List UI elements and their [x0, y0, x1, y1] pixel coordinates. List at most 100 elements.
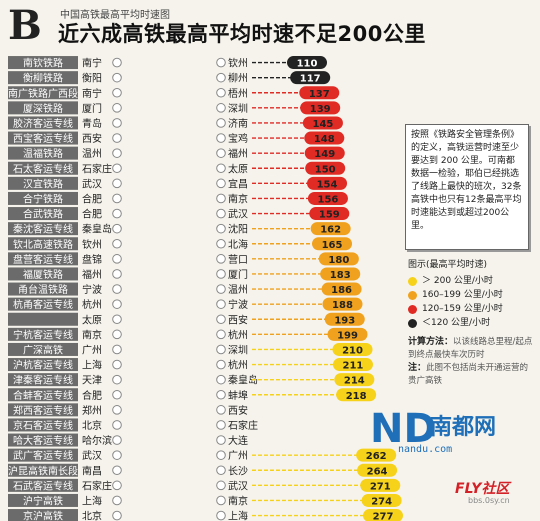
from-city: 西安	[82, 132, 102, 145]
line-label: 哈大客运专线	[13, 434, 73, 447]
line-label: 京沪高铁	[23, 510, 63, 521]
line-label-bg	[8, 161, 78, 175]
method-text: 以该线路总里程/起点到终点最快车次历时	[408, 337, 533, 360]
line-label-bg	[8, 252, 78, 266]
from-city: 石家庄	[82, 479, 112, 492]
to-city: 柳州	[228, 72, 248, 85]
line-label: 石武客运专线	[13, 479, 73, 492]
from-city: 福州	[82, 268, 102, 281]
line-label-bg	[8, 146, 78, 160]
to-city: 长沙	[228, 465, 248, 477]
from-city: 合肥	[82, 192, 102, 205]
from-city: 南宁	[82, 87, 102, 100]
line-label: 合宁铁路	[23, 192, 63, 205]
from-city: 南昌	[82, 464, 102, 477]
speed-pill	[332, 342, 373, 356]
to-station-dot	[216, 72, 226, 83]
from-station-dot	[112, 420, 122, 430]
from-city: 广州	[82, 344, 102, 356]
to-city: 杭州	[228, 359, 248, 372]
from-station-dot	[112, 374, 122, 385]
speed-pill	[321, 282, 362, 296]
from-station-dot	[112, 57, 122, 68]
to-city: 宁波	[228, 298, 248, 311]
speed-value: 150	[315, 164, 336, 175]
line-label-bg	[8, 388, 78, 402]
from-city: 宁波	[82, 283, 102, 296]
from-station-dot	[112, 284, 122, 294]
speed-pill	[318, 252, 359, 266]
line-label-bg	[8, 116, 78, 130]
to-city: 钦州	[228, 58, 248, 70]
to-station-dot	[216, 223, 226, 234]
from-station-dot	[112, 299, 122, 309]
line-label-bg	[8, 342, 78, 356]
line-label-bg	[8, 176, 78, 190]
to-station-dot	[216, 193, 226, 204]
from-station-dot	[112, 254, 122, 264]
to-station-dot	[216, 450, 226, 460]
line-label-bg	[8, 327, 78, 341]
to-station-dot	[216, 435, 226, 445]
line-label: 合蚌客运专线	[13, 389, 73, 402]
from-station-dot	[112, 193, 122, 204]
line-label: 沪宁高铁	[23, 494, 63, 507]
line-label: 秦沈客运专线	[13, 223, 73, 236]
line-label: 宁杭客运专线	[13, 328, 73, 341]
to-station-dot	[216, 178, 226, 189]
line-label-bg	[8, 478, 78, 492]
to-city: 石家庄	[228, 419, 258, 432]
from-city: 厦门	[82, 102, 102, 115]
line-label-bg	[8, 358, 78, 372]
speed-pill	[356, 448, 397, 462]
from-station-dot	[112, 269, 122, 279]
legend-title: 图示(最高平均时速)	[408, 260, 488, 270]
from-city: 郑州	[82, 404, 102, 417]
speed-pill	[290, 71, 331, 85]
to-city: 武汉	[228, 208, 248, 221]
section-letter: B	[8, 2, 42, 49]
to-city: 福州	[228, 147, 248, 160]
legend-dot	[408, 290, 417, 300]
from-station-dot	[112, 480, 122, 491]
speed-pill	[324, 312, 365, 326]
line-label-bg	[8, 101, 78, 115]
from-station-dot	[112, 344, 122, 355]
speed-value: 193	[334, 315, 355, 326]
legend-label: 160–199 公里/小时	[422, 290, 503, 300]
line-label: 南钦铁路	[23, 57, 63, 70]
line-label: 武广客运专线	[13, 449, 73, 462]
legend-item-yellow: ＞ 200 公里/小时	[408, 274, 532, 288]
to-station-dot	[216, 133, 226, 143]
speed-pill	[327, 327, 368, 341]
speed-pill	[320, 267, 361, 281]
line-label: 杭甬客运专线	[13, 298, 73, 311]
legend-dot	[408, 318, 417, 328]
from-city: 合肥	[82, 208, 102, 221]
line-label: 津秦客运专线	[13, 374, 73, 387]
line-label: 汉宜铁路	[23, 177, 63, 190]
speed-pill	[299, 86, 340, 100]
line-label-bg	[8, 373, 78, 387]
to-station-dot	[216, 329, 226, 340]
speed-value: 264	[367, 466, 388, 477]
line-label: 盘营客运专线	[13, 253, 73, 266]
speed-value: 117	[300, 74, 321, 85]
speed-pill	[361, 493, 402, 507]
nandu-logo: ND 南都网	[370, 406, 496, 452]
to-city: 南京	[228, 192, 248, 205]
line-label: 合武铁路	[23, 208, 63, 221]
watermark: FLY社区	[455, 481, 510, 497]
from-city: 杭州	[82, 298, 102, 311]
speed-value: 214	[344, 376, 365, 387]
speed-value: 149	[314, 149, 335, 160]
line-label: 京石客运专线	[13, 419, 73, 432]
speed-value: 210	[342, 345, 363, 356]
speed-value: 211	[343, 361, 364, 372]
from-city: 盘锦	[82, 253, 102, 266]
line-label-bg	[8, 237, 78, 251]
from-station-dot	[112, 435, 122, 445]
speed-pill	[357, 463, 398, 477]
to-station-dot	[216, 299, 226, 309]
